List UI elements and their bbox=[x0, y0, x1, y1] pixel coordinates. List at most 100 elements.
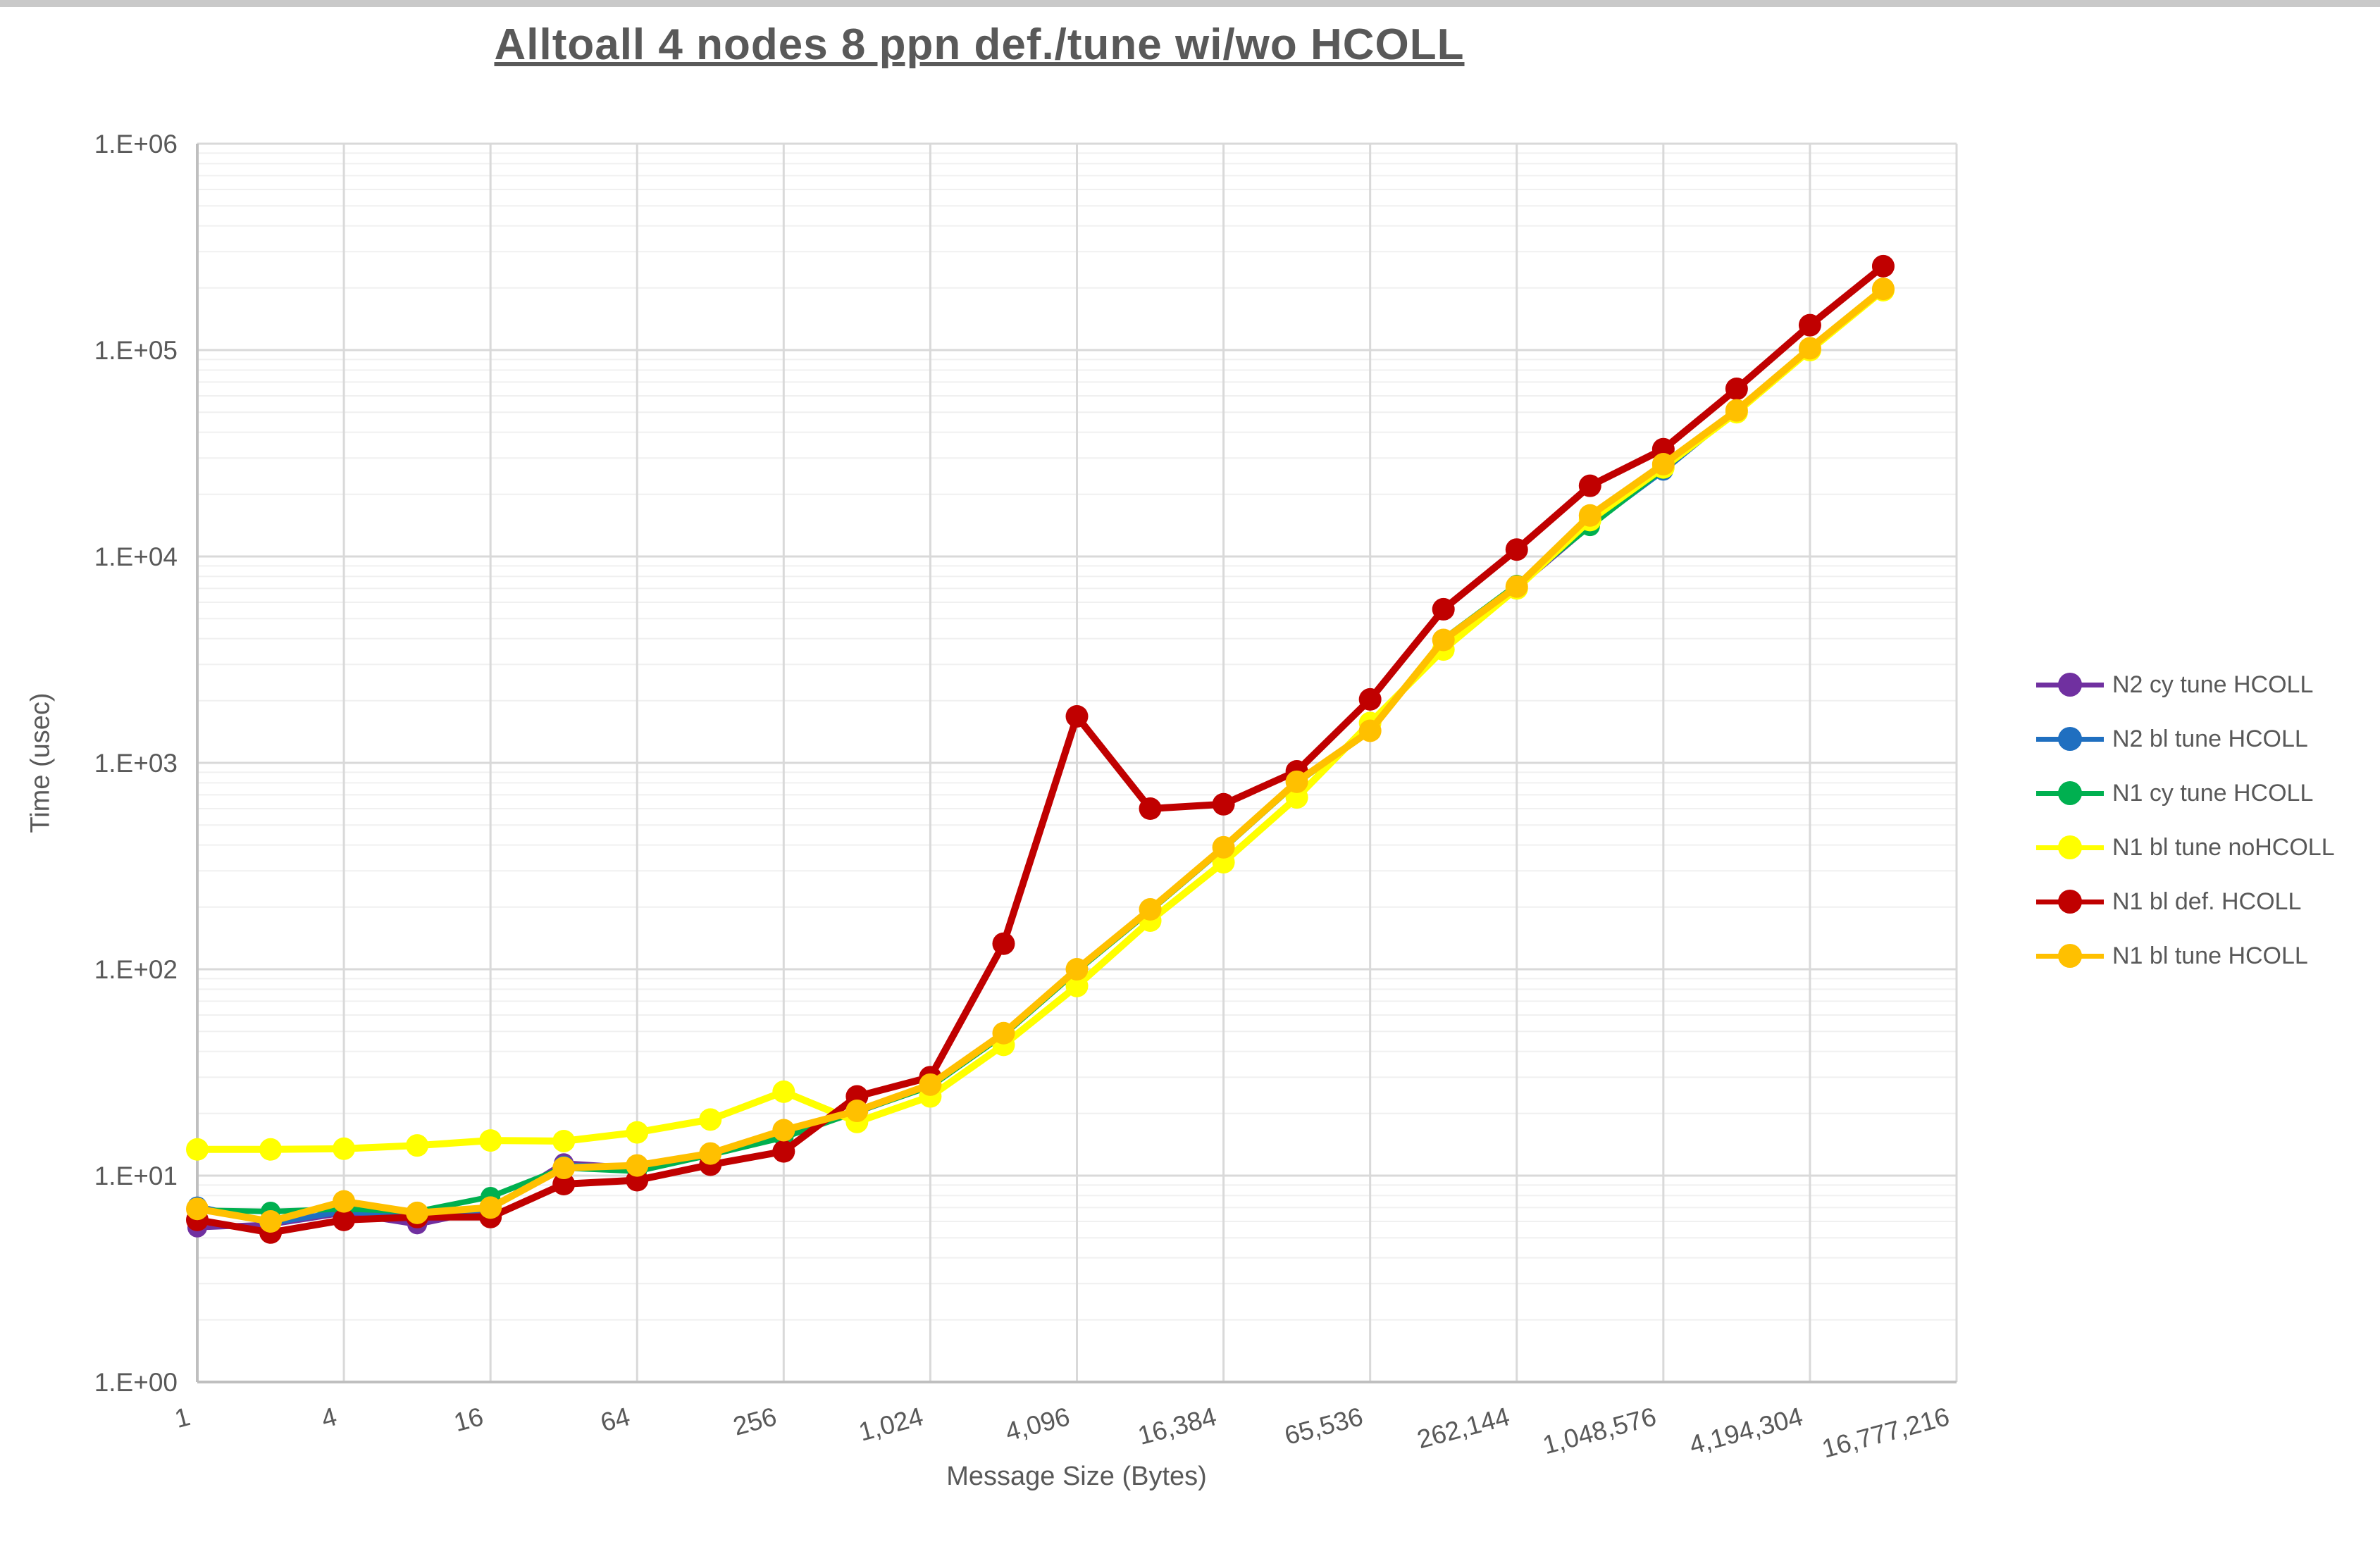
legend-marker-dot bbox=[2058, 781, 2082, 805]
legend-item-n1-bl-tune-hcoll[interactable]: N1 bl tune HCOLL bbox=[2036, 942, 2308, 970]
legend-item-n1-cy-tune-hcoll[interactable]: N1 cy tune HCOLL bbox=[2036, 779, 2313, 807]
x-axis-title: Message Size (Bytes) bbox=[946, 1462, 1207, 1491]
legend-line-marker-icon bbox=[2036, 671, 2104, 699]
series-marker-n1-bl-def-hcoll bbox=[992, 932, 1015, 955]
series-marker-n1-bl-def-hcoll bbox=[772, 1140, 795, 1163]
series-marker-n1-bl-def-hcoll bbox=[1065, 704, 1089, 728]
series-marker-n1-bl-tune-nohcoll bbox=[1285, 786, 1308, 809]
legend-marker-dot bbox=[2058, 835, 2082, 859]
series-marker-n1-bl-tune-nohcoll bbox=[259, 1138, 283, 1161]
series-marker-n1-bl-def-hcoll bbox=[1212, 792, 1235, 816]
series-marker-n1-bl-tune-hcoll bbox=[919, 1073, 942, 1096]
legend-item-n1-bl-tune-nohcoll[interactable]: N1 bl tune noHCOLL bbox=[2036, 833, 2335, 861]
series-line-n2-cy-tune-hcoll bbox=[194, 287, 1886, 1231]
series-marker-n1-bl-tune-hcoll bbox=[1651, 452, 1675, 475]
x-tick-label: 16,777,216 bbox=[1819, 1402, 1952, 1464]
y-tick-label: 1.E+01 bbox=[94, 1162, 178, 1190]
series-marker-n1-bl-tune-nohcoll bbox=[479, 1129, 502, 1152]
series-marker-n1-bl-tune-hcoll bbox=[699, 1142, 722, 1165]
legend-line-marker-icon bbox=[2036, 888, 2104, 916]
series-marker-n1-bl-tune-hcoll bbox=[626, 1154, 649, 1177]
legend-marker-dot bbox=[2058, 944, 2082, 968]
series-marker-n1-bl-def-hcoll bbox=[333, 1208, 356, 1231]
series-line-n1-bl-def-hcoll bbox=[194, 262, 1887, 1236]
x-tick-label: 4,194,304 bbox=[1686, 1402, 1806, 1459]
legend-label: N2 cy tune HCOLL bbox=[2112, 671, 2314, 698]
series-marker-n1-bl-tune-hcoll bbox=[1065, 958, 1089, 981]
series-marker-n1-bl-def-hcoll bbox=[1578, 474, 1601, 497]
y-tick-label: 1.E+04 bbox=[94, 542, 178, 571]
series-marker-n1-bl-tune-hcoll bbox=[259, 1210, 283, 1233]
series-marker-n1-bl-def-hcoll bbox=[1358, 687, 1382, 711]
legend-label: N1 bl tune noHCOLL bbox=[2112, 833, 2335, 861]
legend-label: N1 bl def. HCOLL bbox=[2112, 888, 2302, 915]
x-tick-label: 262,144 bbox=[1414, 1402, 1513, 1454]
series-marker-n1-bl-tune-hcoll bbox=[1432, 628, 1455, 652]
series-marker-n1-bl-tune-hcoll bbox=[1285, 770, 1308, 793]
series-marker-n1-bl-tune-hcoll bbox=[1505, 575, 1528, 598]
series-marker-n1-bl-tune-hcoll bbox=[186, 1197, 209, 1221]
y-tick-label: 1.E+02 bbox=[94, 955, 178, 984]
legend-item-n2-bl-tune-hcoll[interactable]: N2 bl tune HCOLL bbox=[2036, 725, 2308, 753]
series-marker-n1-bl-def-hcoll bbox=[1505, 538, 1528, 561]
x-tick-label: 16,384 bbox=[1135, 1402, 1220, 1450]
y-tick-label: 1.E+05 bbox=[94, 336, 178, 365]
series-marker-n1-bl-tune-hcoll bbox=[845, 1100, 869, 1123]
x-tick-label: 16 bbox=[451, 1402, 486, 1437]
legend-line-marker-icon bbox=[2036, 833, 2104, 861]
series-marker-n1-bl-tune-hcoll bbox=[406, 1201, 429, 1224]
series-marker-n1-bl-def-hcoll bbox=[1139, 797, 1162, 821]
series-marker-n1-bl-tune-nohcoll bbox=[186, 1138, 209, 1161]
series-line-n1-cy-tune-hcoll bbox=[194, 287, 1886, 1214]
y-tick-label: 1.E+00 bbox=[94, 1368, 178, 1397]
series-marker-n1-bl-def-hcoll bbox=[1798, 313, 1821, 337]
legend-line-marker-icon bbox=[2036, 942, 2104, 970]
series-line-n2-bl-tune-hcoll bbox=[194, 286, 1886, 1226]
x-tick-label: 1,048,576 bbox=[1539, 1402, 1659, 1459]
legend-label: N1 bl tune HCOLL bbox=[2112, 942, 2308, 969]
legend-label: N1 cy tune HCOLL bbox=[2112, 779, 2314, 807]
series-marker-n1-bl-tune-nohcoll bbox=[552, 1129, 576, 1152]
series-marker-n1-bl-def-hcoll bbox=[552, 1173, 576, 1196]
legend-item-n1-bl-def-hcoll[interactable]: N1 bl def. HCOLL bbox=[2036, 888, 2301, 916]
series-marker-n1-bl-tune-nohcoll bbox=[1065, 974, 1089, 997]
chart-title: Alltoall 4 nodes 8 ppn def./tune wi/wo H… bbox=[494, 20, 1465, 69]
series-marker-n1-bl-tune-nohcoll bbox=[772, 1080, 795, 1103]
x-tick-label: 1 bbox=[172, 1402, 193, 1433]
series-marker-n1-bl-def-hcoll bbox=[1432, 597, 1455, 621]
series-marker-n1-bl-tune-nohcoll bbox=[626, 1121, 649, 1144]
series-marker-n1-bl-tune-hcoll bbox=[1798, 337, 1821, 360]
series-marker-n1-bl-tune-hcoll bbox=[1725, 399, 1748, 422]
series-marker-n1-bl-tune-hcoll bbox=[552, 1157, 576, 1180]
series-marker-n1-bl-tune-hcoll bbox=[1578, 504, 1601, 527]
y-tick-label: 1.E+03 bbox=[94, 749, 178, 778]
legend-label: N2 bl tune HCOLL bbox=[2112, 725, 2308, 752]
x-tick-label: 4 bbox=[318, 1402, 340, 1433]
series-marker-n1-bl-tune-nohcoll bbox=[699, 1108, 722, 1131]
series-line-n1-bl-tune-hcoll bbox=[194, 285, 1887, 1226]
series-marker-n1-bl-tune-hcoll bbox=[1212, 835, 1235, 859]
series-marker-n1-bl-tune-hcoll bbox=[772, 1119, 795, 1142]
series-marker-n1-bl-tune-hcoll bbox=[1139, 898, 1162, 921]
legend-item-n2-cy-tune-hcoll[interactable]: N2 cy tune HCOLL bbox=[2036, 671, 2313, 699]
series-marker-n1-bl-tune-hcoll bbox=[479, 1196, 502, 1219]
series-marker-n1-bl-tune-hcoll bbox=[1871, 278, 1895, 301]
legend-marker-dot bbox=[2058, 890, 2082, 914]
legend-marker-dot bbox=[2058, 727, 2082, 751]
series-marker-n1-bl-tune-nohcoll bbox=[333, 1137, 356, 1160]
x-tick-label: 4,096 bbox=[1003, 1402, 1073, 1447]
series-marker-n1-bl-tune-nohcoll bbox=[406, 1134, 429, 1157]
legend-line-marker-icon bbox=[2036, 725, 2104, 753]
x-tick-label: 256 bbox=[730, 1402, 779, 1441]
x-tick-label: 64 bbox=[597, 1402, 633, 1437]
series-marker-n1-bl-tune-hcoll bbox=[1358, 719, 1382, 742]
x-tick-label: 65,536 bbox=[1282, 1402, 1366, 1450]
series-line-n1-bl-tune-nohcoll bbox=[194, 287, 1887, 1153]
window-top-edge bbox=[0, 0, 2380, 7]
y-tick-label: 1.E+06 bbox=[94, 130, 178, 158]
y-axis-title: Time (usec) bbox=[25, 692, 56, 833]
legend-marker-dot bbox=[2058, 673, 2082, 697]
x-tick-label: 1,024 bbox=[855, 1402, 926, 1447]
